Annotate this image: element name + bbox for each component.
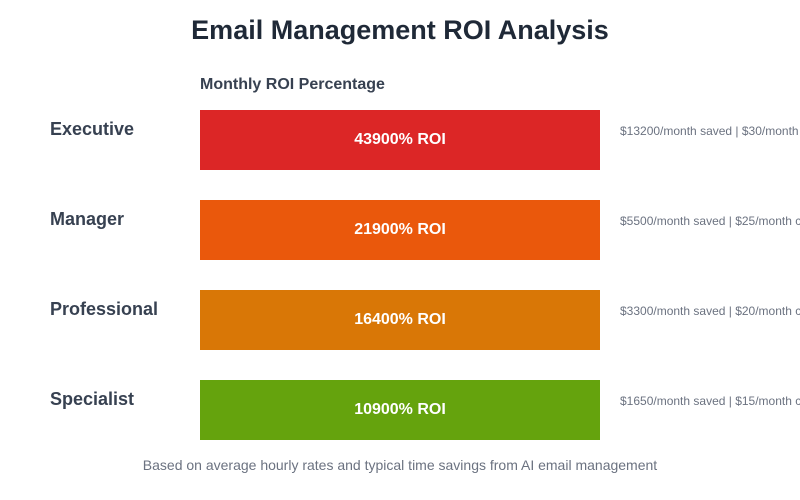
bar-value-label: 21900% ROI bbox=[354, 221, 446, 238]
category-label: Specialist bbox=[50, 389, 135, 409]
category-label: Manager bbox=[50, 209, 125, 229]
bar: 43900% ROI bbox=[200, 110, 600, 170]
category-label: Executive bbox=[50, 119, 135, 139]
bar-value-label: 43900% ROI bbox=[354, 131, 446, 148]
chart-title: Email Management ROI Analysis bbox=[191, 15, 609, 45]
bar-value-label: 10900% ROI bbox=[354, 401, 446, 418]
bar-note: $3300/month saved | $20/month cost bbox=[620, 304, 800, 318]
chart-footer: Based on average hourly rates and typica… bbox=[142, 457, 658, 473]
bar: 10900% ROI bbox=[200, 380, 600, 440]
category-label: Professional bbox=[50, 299, 159, 319]
bar-note: $1650/month saved | $15/month cost bbox=[620, 394, 800, 408]
bar-row: Specialist 10900% ROI $1650/month saved | … bbox=[0, 380, 800, 440]
chart-subtitle: Monthly ROI Percentage bbox=[200, 76, 385, 93]
bar: 21900% ROI bbox=[200, 200, 600, 260]
bar: 16400% ROI bbox=[200, 290, 600, 350]
bar-value-label: 16400% ROI bbox=[354, 311, 446, 328]
bar-row: Professional 16400% ROI $3300/month saved … bbox=[0, 290, 800, 350]
bar-note: $5500/month saved | $25/month cost bbox=[620, 214, 800, 228]
bar-row: Manager 21900% ROI $5500/month saved | $25… bbox=[0, 200, 800, 260]
bar-note: $13200/month saved | $30/month cost bbox=[620, 124, 800, 138]
bar-row: Executive 43900% ROI $13200/month saved | … bbox=[0, 110, 800, 170]
